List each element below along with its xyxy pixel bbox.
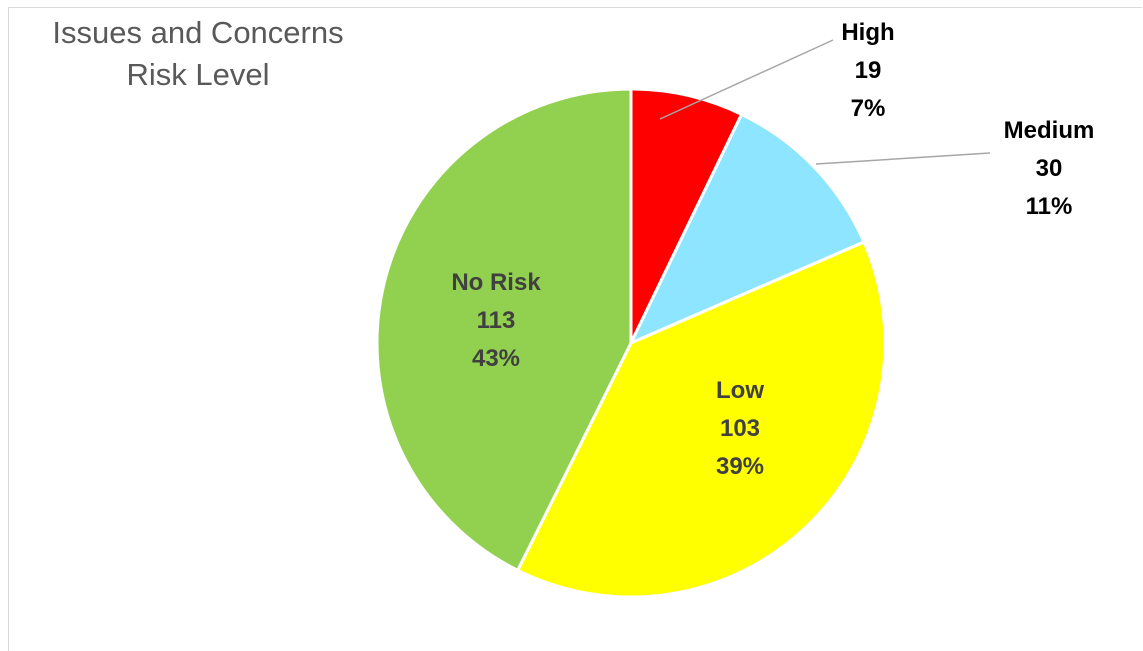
data-label-percent-high: 7% bbox=[851, 95, 886, 122]
data-label-count-low: 103 bbox=[720, 415, 760, 442]
data-label-percent-no-risk: 43% bbox=[472, 345, 520, 372]
data-label-name-no-risk: No Risk bbox=[451, 269, 541, 296]
pie-slices bbox=[377, 89, 885, 597]
data-label-name-low: Low bbox=[716, 377, 764, 404]
data-label-percent-low: 39% bbox=[716, 453, 764, 480]
leader-line-high bbox=[660, 40, 833, 119]
data-label-count-medium: 30 bbox=[1036, 155, 1063, 182]
data-label-name-high: High bbox=[841, 19, 894, 46]
data-label-name-medium: Medium bbox=[1004, 117, 1095, 144]
data-label-count-high: 19 bbox=[855, 57, 882, 84]
leader-line-medium bbox=[816, 153, 990, 164]
data-label-percent-medium: 11% bbox=[1026, 193, 1073, 220]
data-label-count-no-risk: 113 bbox=[477, 307, 516, 334]
